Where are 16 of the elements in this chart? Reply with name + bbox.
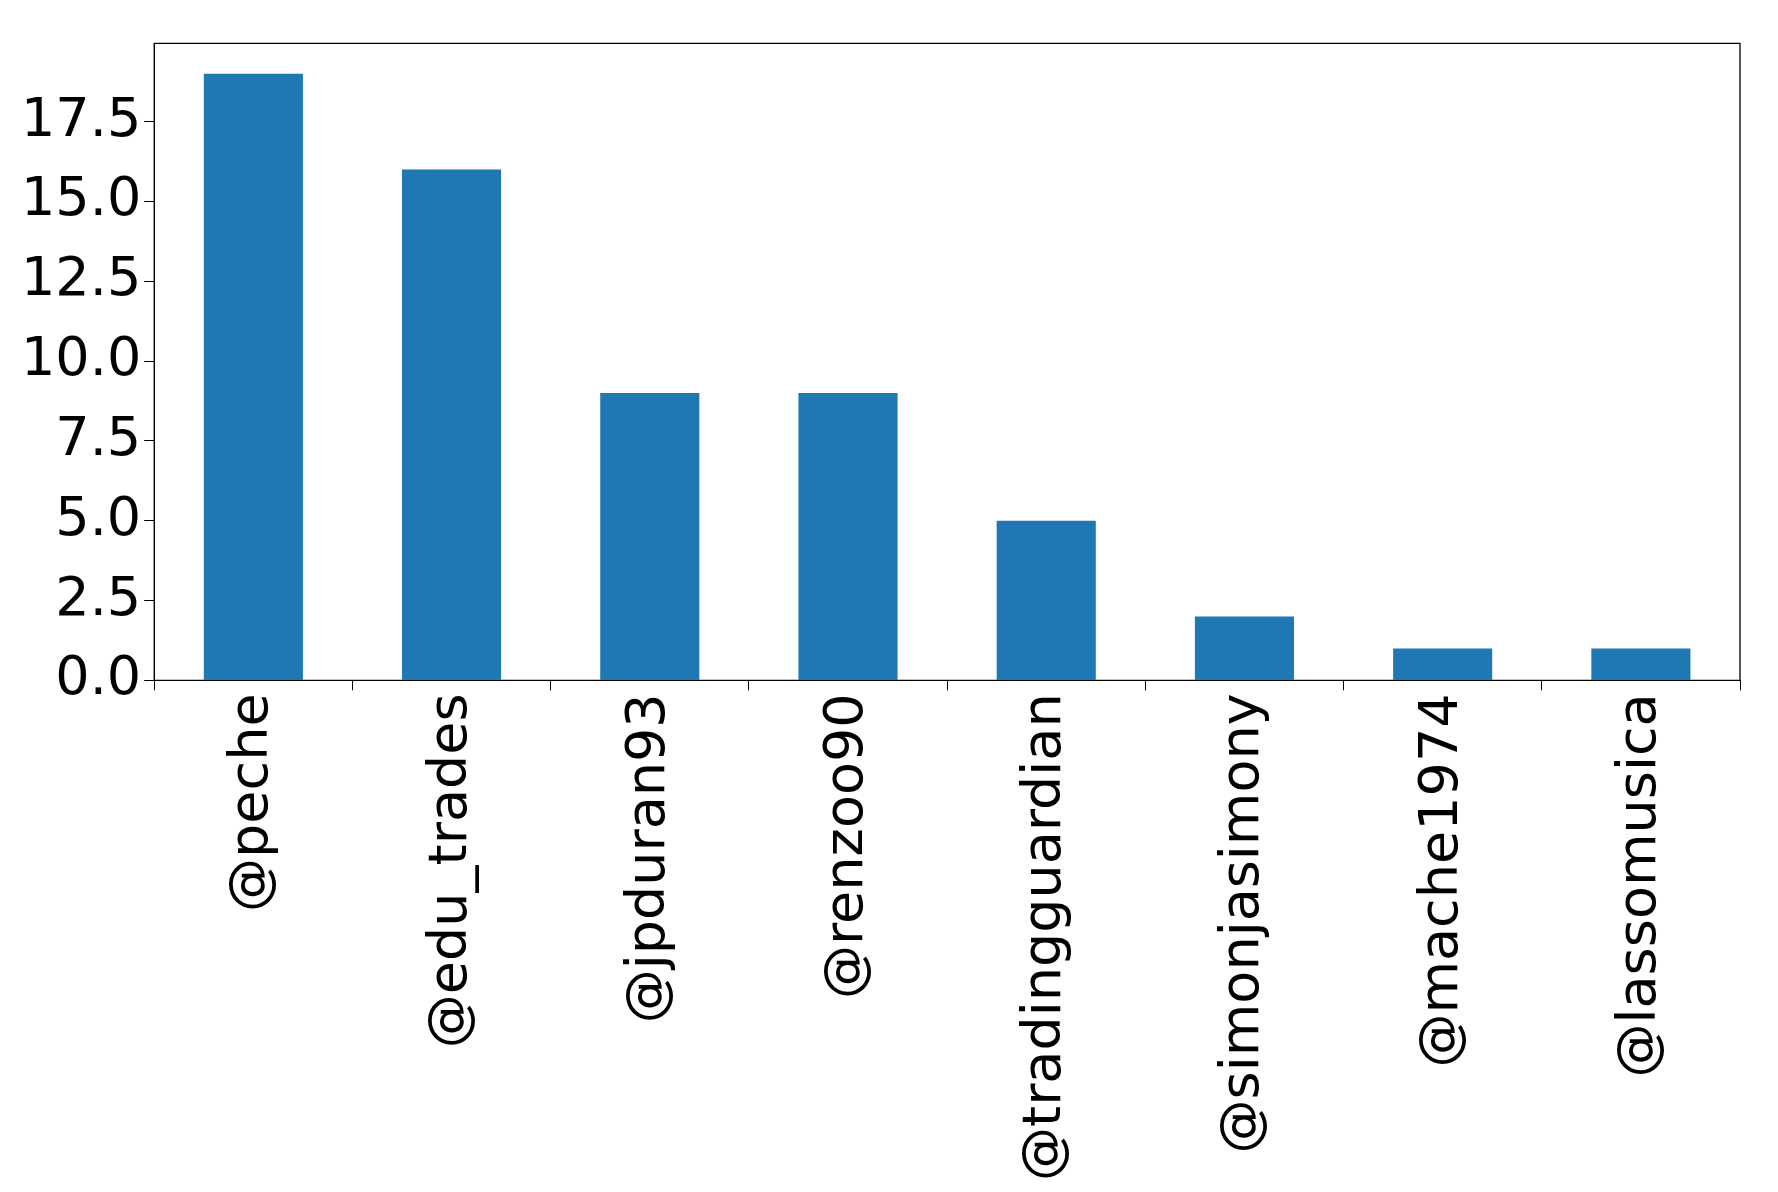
x-tick-label: @jpduran93 xyxy=(613,693,677,1024)
x-tick-label: @renzoo90 xyxy=(812,693,876,999)
y-tick-label: 17.5 xyxy=(21,85,142,149)
x-tick-label: @tradingguardian xyxy=(1010,693,1074,1181)
y-tick-label: 5.0 xyxy=(55,484,142,548)
x-tick-label: @mache1974 xyxy=(1406,693,1470,1068)
y-tick-label: 15.0 xyxy=(21,165,142,229)
y-tick-label: 2.5 xyxy=(55,564,142,628)
y-tick-label: 0.0 xyxy=(55,644,142,708)
x-tick-label: @lassomusica xyxy=(1604,693,1668,1078)
y-tick-label: 7.5 xyxy=(55,404,142,468)
x-tick-label: @simonjasimony xyxy=(1208,693,1272,1154)
y-tick-label: 12.5 xyxy=(21,245,142,309)
x-tick-label: @peche xyxy=(217,693,281,912)
y-tick-label: 10.0 xyxy=(21,325,142,389)
x-tick-label: @edu_trades xyxy=(415,693,479,1049)
